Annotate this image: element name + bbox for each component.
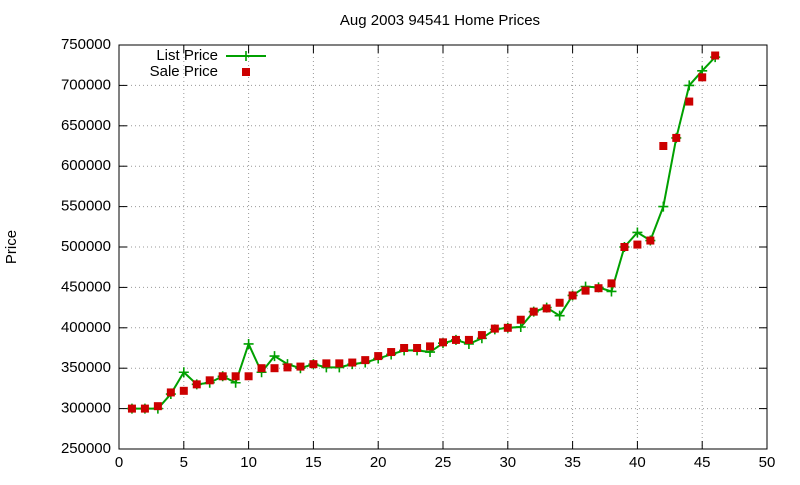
point: [451, 335, 460, 344]
legend-marker: [242, 68, 250, 76]
y-tick-label: 400000: [61, 319, 111, 336]
point: [335, 359, 344, 368]
point: [179, 386, 188, 395]
point: [178, 367, 189, 378]
point: [632, 227, 643, 238]
point: [646, 236, 655, 245]
point: [490, 324, 499, 333]
point: [554, 310, 565, 321]
point: [711, 51, 720, 60]
y-tick-label: 350000: [61, 359, 111, 376]
y-tick-label: 500000: [61, 238, 111, 255]
point: [477, 331, 486, 340]
y-tick-label: 250000: [61, 440, 111, 457]
point: [413, 344, 422, 352]
y-axis-label: Price: [3, 230, 20, 264]
point: [231, 372, 240, 381]
y-tick-label: 450000: [61, 278, 111, 295]
point: [269, 351, 280, 362]
x-tick-label: 30: [499, 454, 516, 471]
point: [464, 335, 473, 344]
point: [606, 286, 617, 297]
x-tick-label: 5: [180, 454, 188, 471]
point: [529, 307, 538, 316]
point: [568, 291, 577, 300]
point: [684, 80, 695, 91]
point: [658, 201, 669, 212]
y-tick-label: 700000: [61, 76, 111, 93]
chart-title: Aug 2003 94541 Home Prices: [340, 12, 540, 29]
x-tick-label: 45: [694, 454, 711, 471]
x-tick-label: 15: [305, 454, 322, 471]
x-tick-label: 50: [759, 454, 776, 471]
point: [348, 358, 357, 367]
plot-border: [118, 44, 768, 450]
point: [205, 376, 214, 385]
series-line: [131, 56, 716, 410]
legend-label: List Price: [156, 47, 218, 64]
point: [698, 73, 707, 82]
point: [555, 298, 564, 307]
point: [322, 359, 331, 368]
point: [309, 360, 318, 369]
point: [620, 243, 629, 251]
legend-marker: [241, 51, 251, 61]
point: [283, 363, 292, 372]
x-tick-label: 35: [564, 454, 581, 471]
y-tick-label: 550000: [61, 198, 111, 215]
y-tick-label: 300000: [61, 400, 111, 417]
point: [218, 372, 227, 381]
point: [374, 352, 383, 361]
point: [439, 338, 447, 347]
point: [685, 97, 694, 106]
x-tick-label: 40: [629, 454, 646, 471]
legend-label: Sale Price: [150, 63, 218, 80]
point: [542, 304, 551, 313]
point: [192, 380, 201, 389]
x-tick-label: 25: [435, 454, 452, 471]
point: [672, 133, 681, 142]
point: [387, 348, 396, 357]
y-tick-label: 600000: [61, 157, 111, 174]
point: [633, 240, 642, 249]
point: [503, 323, 512, 332]
point: [243, 338, 254, 349]
point: [140, 404, 149, 413]
x-tick-label: 20: [370, 454, 387, 471]
point: [127, 404, 136, 413]
point: [296, 362, 305, 371]
y-tick-label: 750000: [61, 36, 111, 53]
point: [426, 342, 435, 351]
point: [361, 356, 370, 365]
x-tick-label: 10: [240, 454, 257, 471]
point: [581, 286, 590, 295]
point: [516, 315, 525, 324]
point: [594, 284, 603, 293]
point: [244, 372, 253, 381]
point: [257, 364, 266, 373]
point: [400, 344, 409, 352]
x-tick-label: 0: [115, 454, 123, 471]
point: [153, 402, 162, 411]
point: [166, 388, 175, 397]
y-tick-label: 650000: [61, 117, 111, 134]
point: [659, 142, 668, 150]
point: [607, 279, 616, 288]
point: [270, 364, 279, 373]
